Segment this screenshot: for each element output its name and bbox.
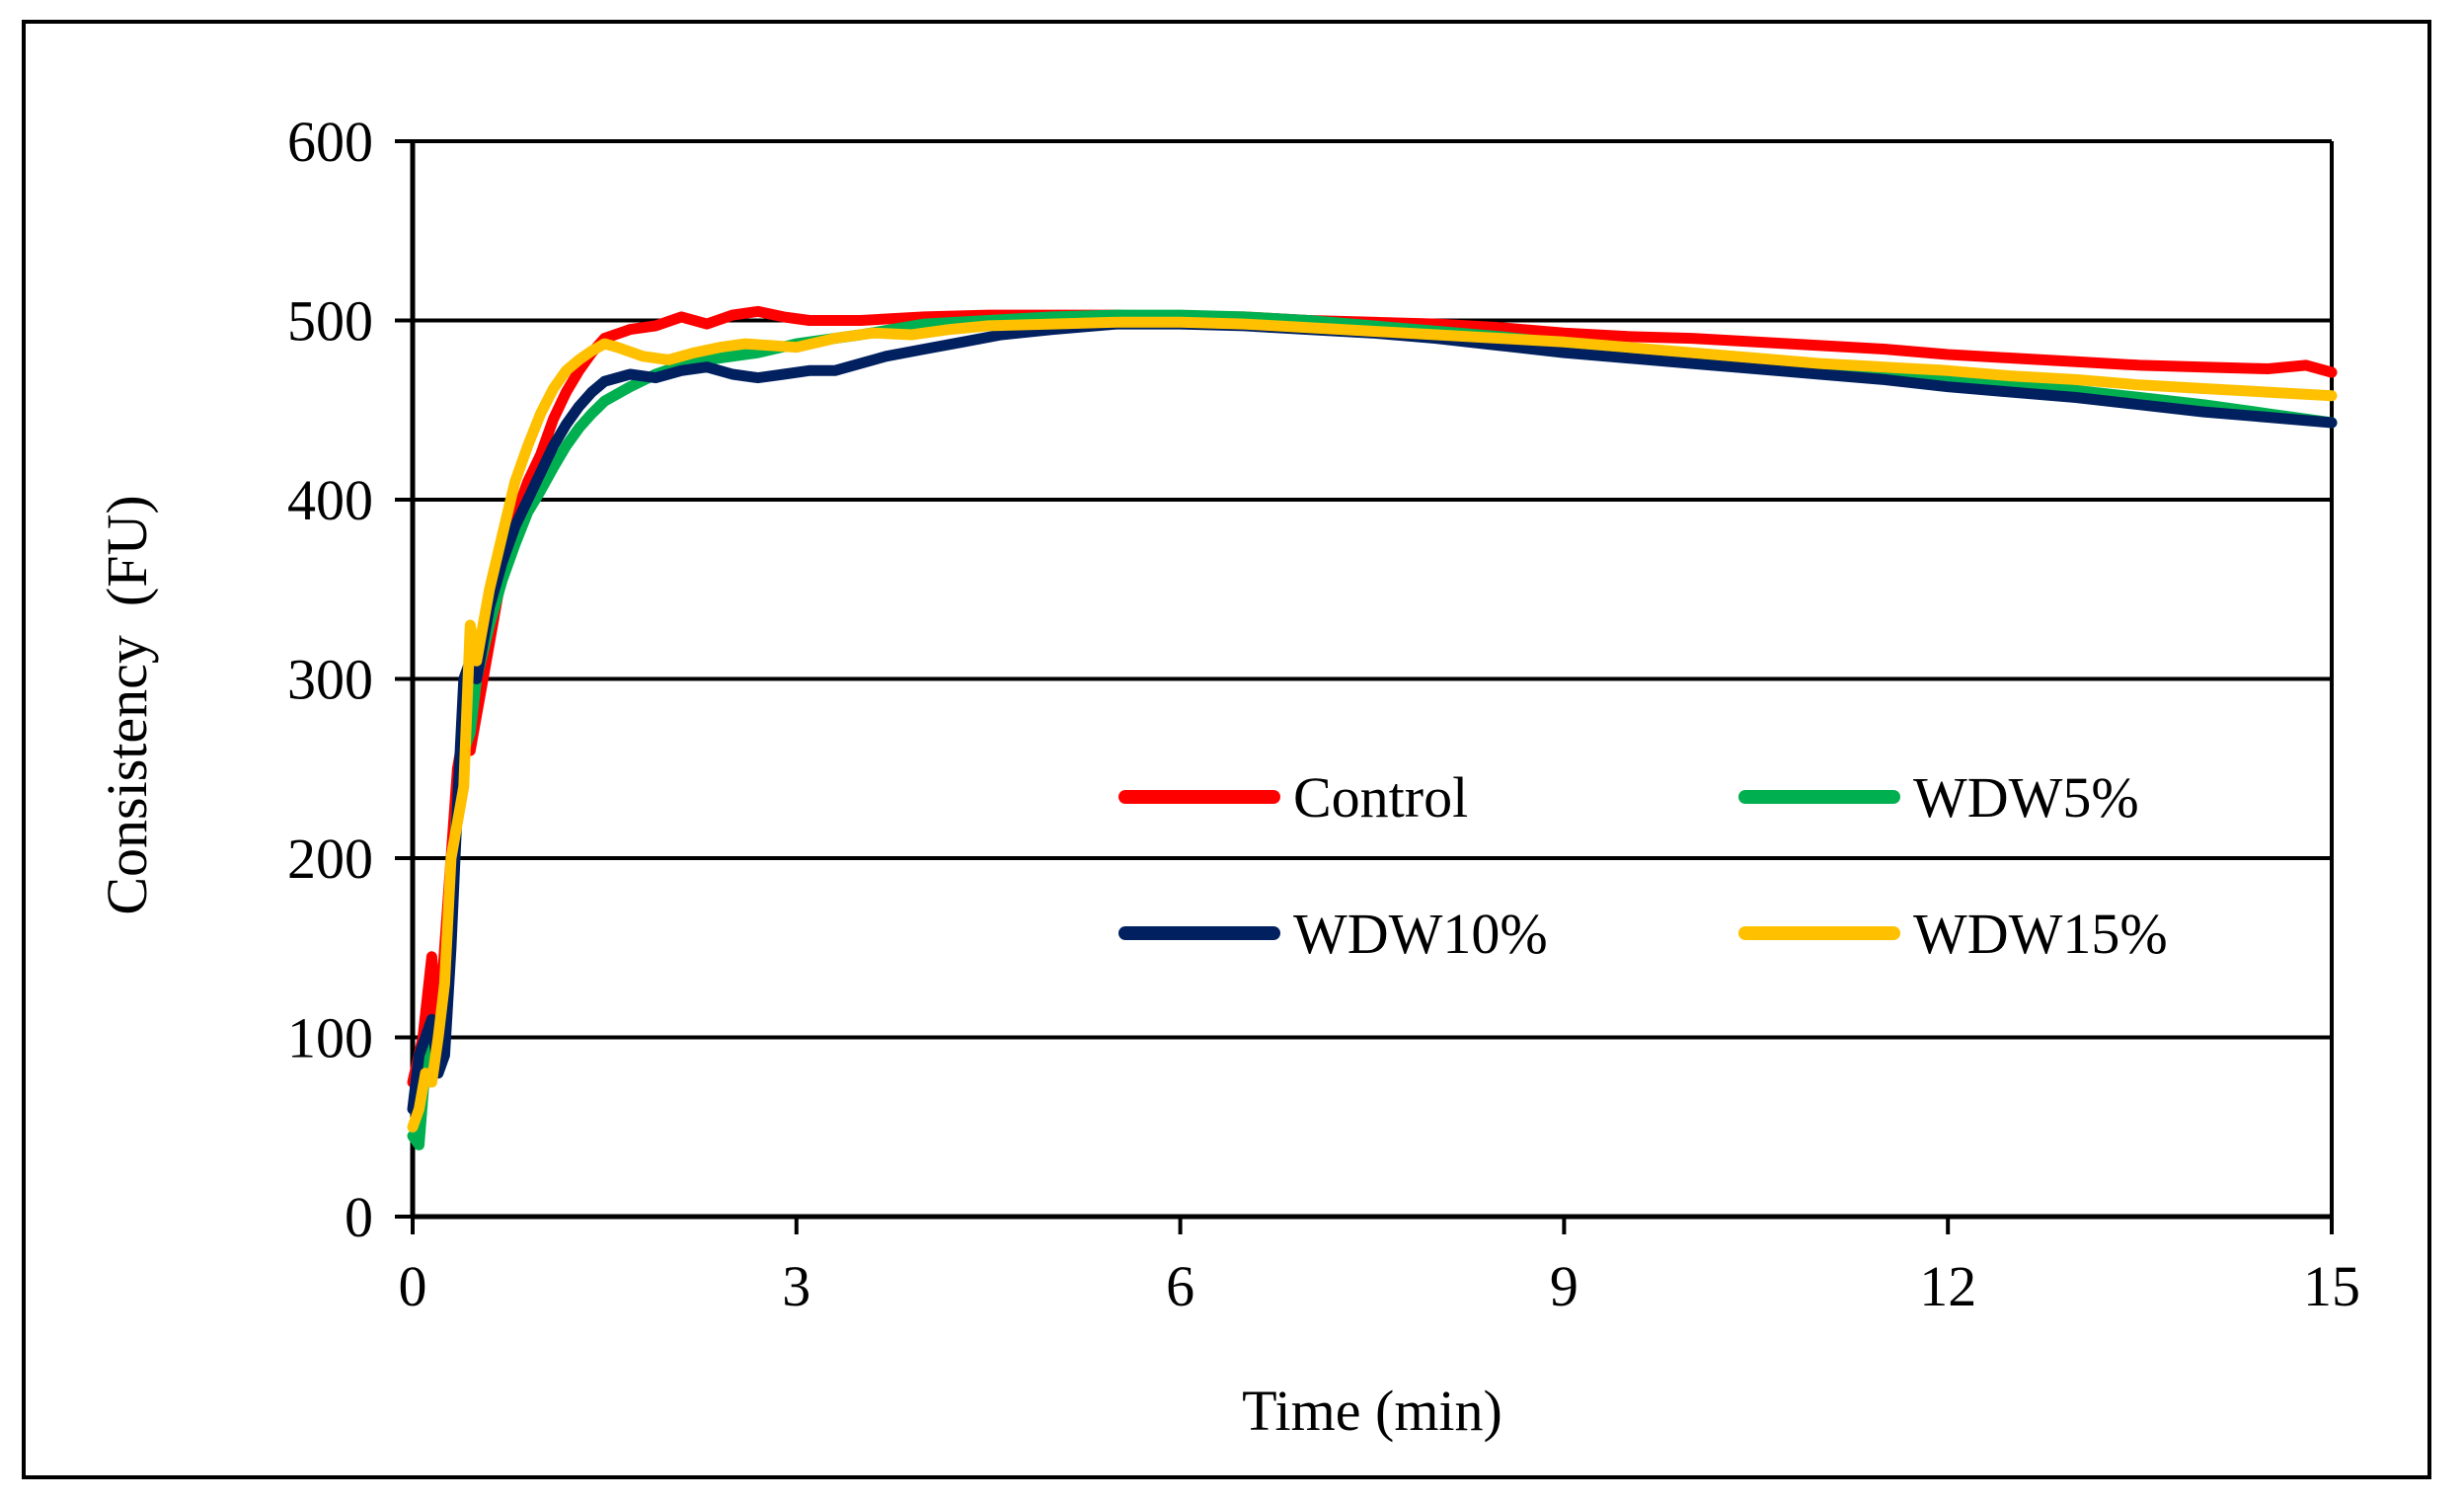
series-line-wdw15- [407,316,2338,1133]
x-tick-label: 9 [1550,1254,1578,1318]
x-tick-label: 0 [399,1254,427,1318]
y-tick-label: 400 [287,468,373,532]
y-axis-label: Consistency (FU) [95,495,159,914]
y-tick-label: 600 [287,110,373,174]
series-line-control [407,305,2338,1088]
x-tick-label: 15 [2303,1254,2360,1318]
legend-label-wdw15-: WDW15% [1913,902,2168,966]
y-tick-label: 100 [287,1006,373,1070]
series-line-wdw5- [407,309,2338,1150]
series-line-wdw10- [407,318,2338,1115]
legend-label-wdw5-: WDW5% [1913,765,2139,830]
x-tick-label: 6 [1166,1254,1194,1318]
x-tick-label: 12 [1919,1254,1976,1318]
series-lines [407,305,2338,1150]
y-tick-label: 0 [345,1185,373,1249]
x-axis-label: Time (min) [1242,1379,1502,1443]
legend-label-wdw10-: WDW10% [1293,902,1548,966]
axes: 0 100 200 300 400 500 600 0 3 6 9 12 15 [287,110,2360,1318]
y-tick-label: 200 [287,827,373,891]
y-tick-label: 500 [287,289,373,354]
x-tick-label: 3 [782,1254,810,1318]
legend: Control WDW5% WDW10% WDW15% [1118,765,2168,966]
chart-frame [22,20,2431,1479]
legend-label-control: Control [1293,765,1468,830]
y-tick-label: 300 [287,648,373,712]
